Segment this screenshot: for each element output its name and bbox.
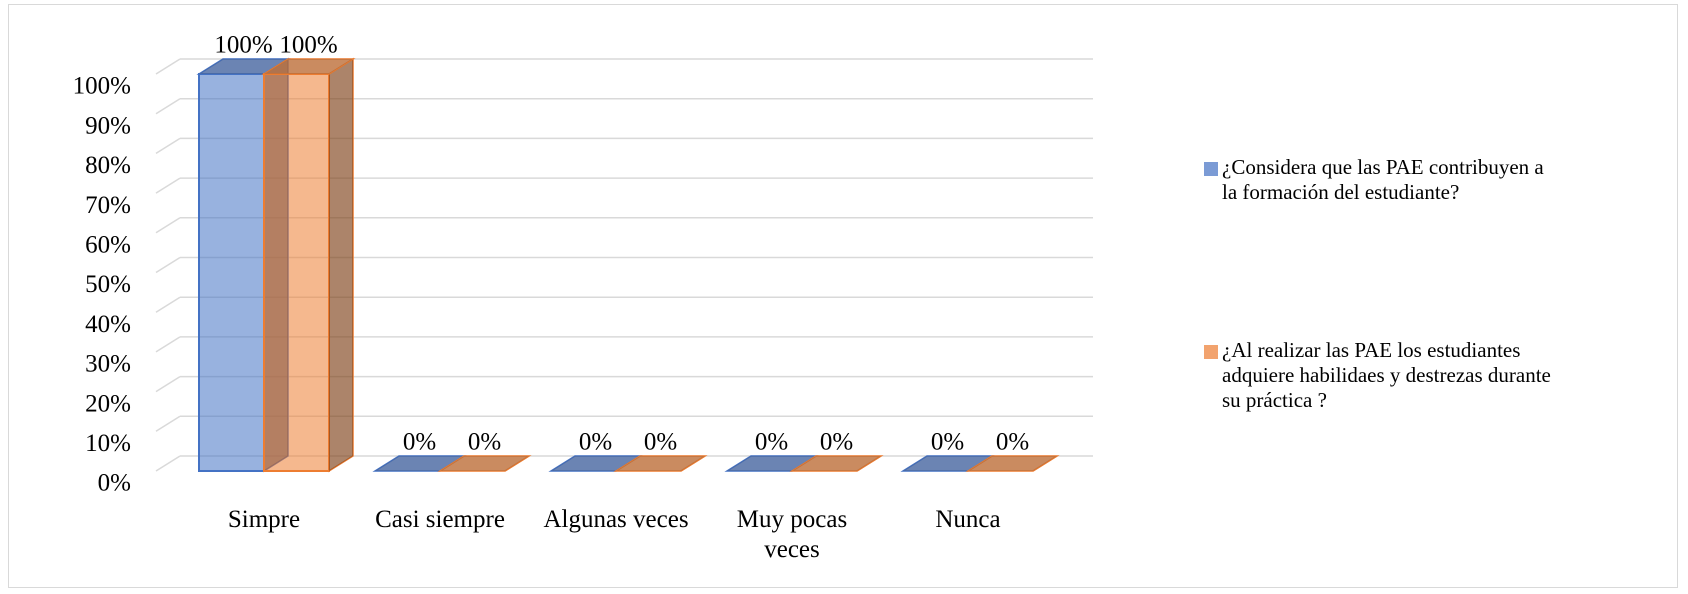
- bar: [789, 455, 884, 472]
- bar-top: [965, 455, 1060, 472]
- y-tick-label: 70%: [85, 192, 131, 219]
- grid-line: [155, 177, 181, 194]
- legend-item: ¿Considera que las PAE contribuyen a la …: [1204, 155, 1554, 205]
- x-tick-label: Muy pocas veces: [736, 506, 848, 563]
- grid-line: [155, 455, 181, 472]
- bar-top: [789, 455, 884, 472]
- data-label: 0%: [755, 429, 788, 456]
- y-tick-label: 80%: [85, 152, 131, 179]
- bar-top: [437, 455, 532, 472]
- data-label: 0%: [468, 429, 501, 456]
- bar-top-shade: [727, 456, 816, 471]
- legend-swatch: [1204, 162, 1218, 176]
- bar-top-shade: [551, 456, 640, 471]
- y-tick-label: 10%: [85, 430, 131, 457]
- bar: [724, 455, 819, 472]
- bar-side-shade: [329, 59, 353, 471]
- data-label: 0%: [820, 429, 853, 456]
- y-tick-label: 60%: [85, 232, 131, 259]
- grid-line: [155, 98, 181, 115]
- bar-top-shade: [264, 59, 353, 74]
- bar-top-shade: [968, 456, 1057, 471]
- grid-line: [155, 256, 181, 274]
- data-label: 100%: [214, 32, 272, 59]
- data-label: 0%: [403, 429, 436, 456]
- x-tick-label: Nunca: [935, 506, 1001, 533]
- grid-line: [155, 375, 181, 393]
- bar: [437, 455, 532, 472]
- x-tick-label: Casi siempre: [375, 506, 505, 533]
- bar-top-shade: [440, 456, 529, 471]
- data-label: 0%: [579, 429, 612, 456]
- bar: [261, 57, 356, 473]
- y-tick-label: 0%: [98, 470, 131, 497]
- grid-line: [155, 137, 181, 155]
- x-tick-label: Algunas veces: [543, 506, 689, 533]
- y-tick-label: 40%: [85, 311, 131, 338]
- data-label: 0%: [996, 429, 1029, 456]
- data-label: 0%: [644, 429, 677, 456]
- bar-front: [198, 73, 265, 472]
- grid-line: [155, 336, 181, 353]
- data-label: 100%: [279, 32, 337, 59]
- grid-line: [155, 217, 181, 234]
- bar-top-shade: [903, 456, 992, 471]
- grid-line: [155, 296, 181, 313]
- bar-top: [613, 455, 708, 472]
- y-tick-label: 30%: [85, 351, 131, 378]
- grid-line: [155, 58, 181, 75]
- y-tick-label: 20%: [85, 390, 131, 417]
- chart-frame: [8, 4, 1678, 588]
- legend-label: ¿Al realizar las PAE los estudiantes adq…: [1222, 338, 1551, 412]
- bar: [613, 455, 708, 472]
- y-tick-label: 90%: [85, 112, 131, 139]
- legend-swatch: [1204, 345, 1218, 359]
- x-tick-label: Simpre: [227, 506, 301, 533]
- bar: [965, 455, 1060, 472]
- bar-top-shade: [792, 456, 881, 471]
- y-tick-label: 50%: [85, 271, 131, 298]
- legend-item: ¿Al realizar las PAE los estudiantes adq…: [1204, 338, 1554, 413]
- bar-top-shade: [375, 456, 464, 471]
- bar-front: [263, 73, 330, 472]
- bar-top: [261, 58, 356, 75]
- bar-top-shade: [199, 59, 288, 74]
- legend-label: ¿Considera que las PAE contribuyen a la …: [1222, 155, 1544, 204]
- bar-top-shade: [616, 456, 705, 471]
- grid-line: [155, 415, 181, 432]
- y-tick-label: 100%: [73, 73, 131, 100]
- data-label: 0%: [931, 429, 964, 456]
- bar: [372, 455, 467, 472]
